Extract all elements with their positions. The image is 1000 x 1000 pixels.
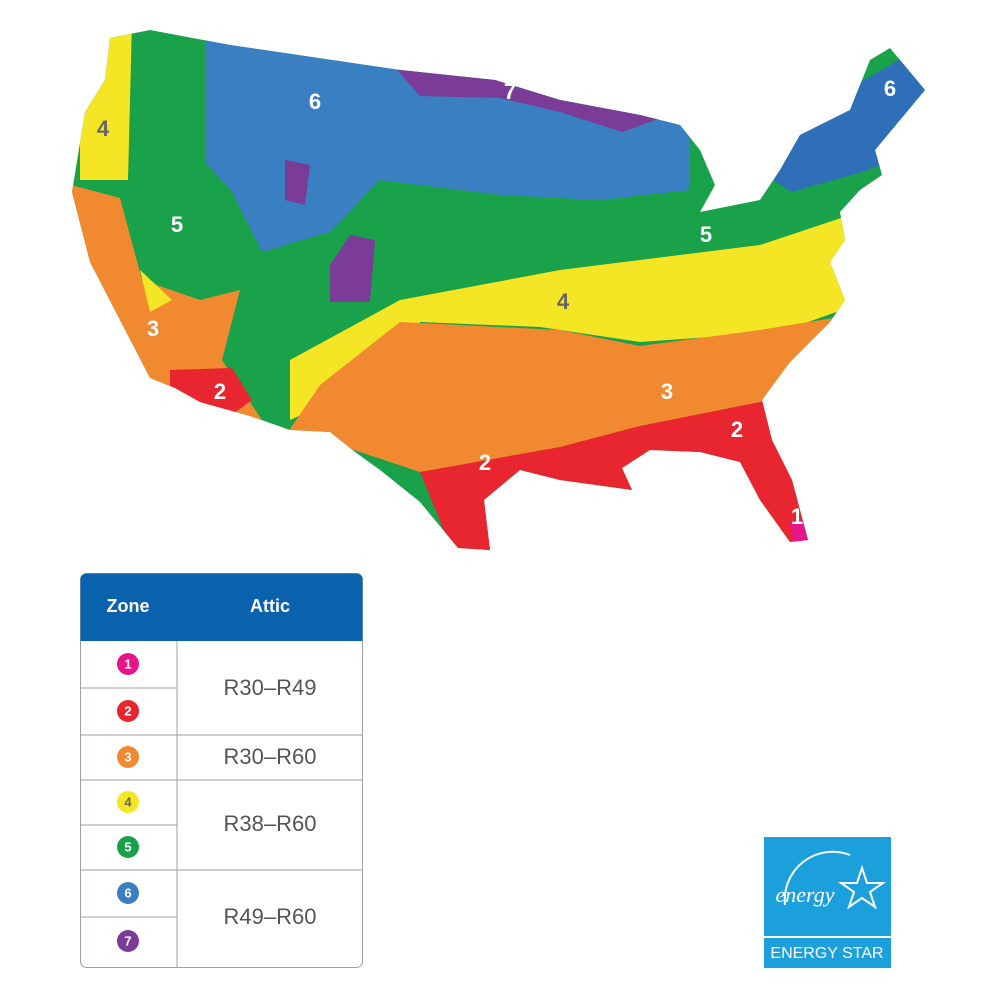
- range-zone-3: R30–R60: [224, 744, 317, 769]
- zone-badge: [117, 836, 139, 858]
- zone-number: 4: [124, 794, 132, 809]
- header-zone: Zone: [107, 596, 150, 616]
- zone-number: 7: [124, 933, 131, 948]
- zone-label: 6: [309, 89, 321, 114]
- zone-number: 2: [124, 703, 131, 718]
- range-zones-4-5: R38–R60: [224, 811, 317, 836]
- zone-badge: [117, 746, 139, 768]
- zone-number: 1: [124, 656, 131, 671]
- zone-badge: [117, 882, 139, 904]
- zone-label: 1: [791, 504, 803, 529]
- zone-badge: [117, 700, 139, 722]
- zone-label: 6: [884, 76, 896, 101]
- zone-badge: [117, 930, 139, 952]
- zone-label: 2: [731, 417, 743, 442]
- zone-label: 2: [479, 450, 491, 475]
- zone-label: 4: [557, 289, 570, 314]
- logo-label: ENERGY STAR: [770, 945, 883, 962]
- zone-table: Zone Attic 1 2 3 4 5 6 7 R30–R49 R30–R60 R38–R…: [80, 573, 363, 968]
- range-zones-6-7: R49–R60: [224, 904, 317, 929]
- map-labels: 6 7 6 4 5 5 4 3 3 2 2 2 1: [97, 76, 896, 529]
- range-zones-1-2: R30–R49: [224, 675, 317, 700]
- logo-script: energy: [775, 882, 834, 907]
- zone-regions: [72, 30, 925, 550]
- zone-number: 3: [124, 749, 131, 764]
- zone-label: 5: [171, 212, 183, 237]
- header-attic: Attic: [250, 596, 290, 616]
- zone-label: 4: [97, 116, 110, 141]
- zone-label: 5: [700, 222, 712, 247]
- zone-label: 2: [214, 379, 226, 404]
- zone-badge: [117, 791, 139, 813]
- zone-number: 6: [124, 885, 131, 900]
- zone-badge: [117, 653, 139, 675]
- zone-number: 5: [124, 839, 131, 854]
- energy-star-logo: energy ENERGY STAR: [764, 837, 891, 968]
- zone-label: 7: [504, 79, 516, 104]
- zone-label: 3: [661, 379, 673, 404]
- zone-label: 3: [147, 316, 159, 341]
